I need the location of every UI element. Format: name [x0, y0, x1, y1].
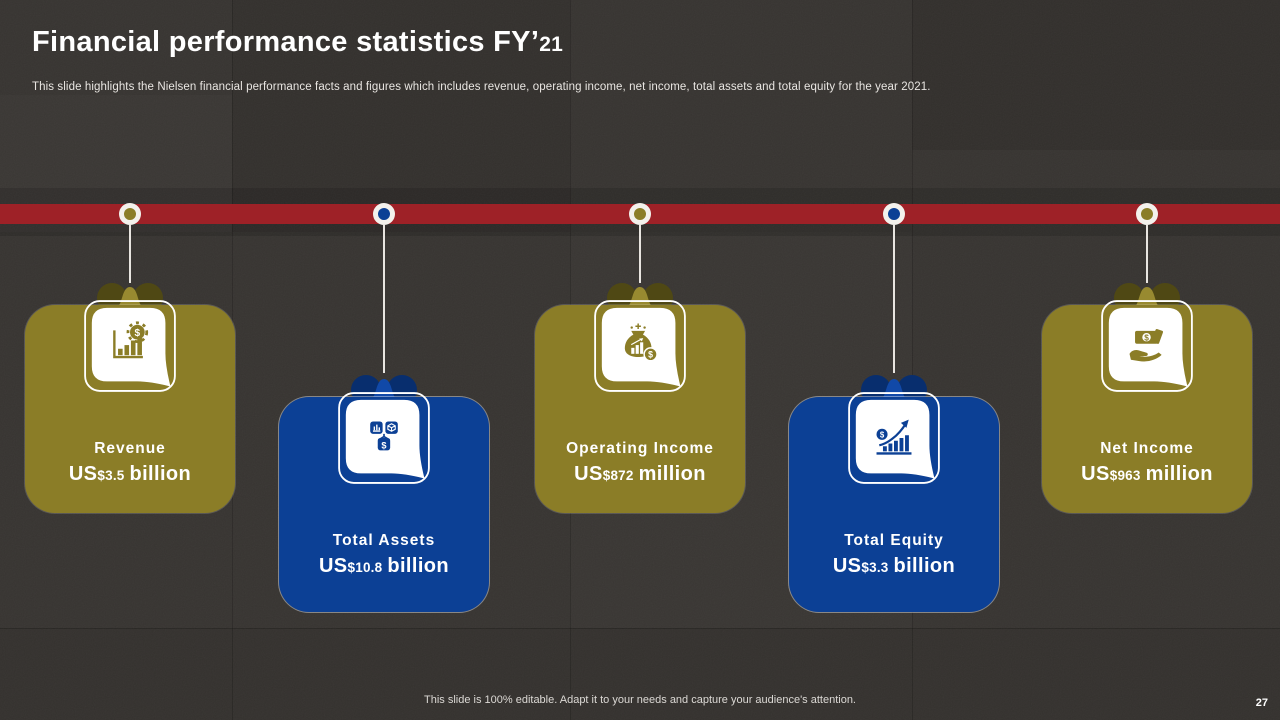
stat-value: US$963 million — [1037, 463, 1257, 486]
timeline-marker — [883, 203, 905, 225]
stat-value: US$3.3 billion — [784, 555, 1004, 578]
marker-dot — [888, 208, 900, 220]
timeline-marker — [629, 203, 651, 225]
value-amount: $10.8 — [347, 560, 383, 575]
timeline-marker — [373, 203, 395, 225]
marker-dot — [378, 208, 390, 220]
stat-column-net-income: $ Net Income US$963 million — [1037, 0, 1257, 720]
connector-line — [1146, 225, 1148, 283]
stat-value: US$10.8 billion — [274, 555, 494, 578]
stat-texts: Total Equity US$3.3 billion — [784, 532, 1004, 578]
timeline-marker — [119, 203, 141, 225]
stat-texts: Net Income US$963 million — [1037, 440, 1257, 486]
value-unit: billion — [893, 555, 956, 577]
stat-texts: Operating Income US$872 million — [530, 440, 750, 486]
stat-texts: Total Assets US$10.8 billion — [274, 532, 494, 578]
connector-line — [383, 225, 385, 373]
stat-value: US$872 million — [530, 463, 750, 486]
marker-dot — [124, 208, 136, 220]
stat-label: Total Equity — [844, 532, 944, 549]
stat-column-total-equity: $ Total Equity US$3.3 billion — [784, 0, 1004, 720]
stat-column-revenue: $ Revenue US$3.5 billion — [20, 0, 240, 720]
value-amount: $963 — [1109, 468, 1141, 483]
title-text: Financial performance statistics FY’ — [32, 26, 540, 58]
value-unit: billion — [387, 555, 450, 577]
value-prefix: US — [832, 555, 862, 577]
connector-line — [893, 225, 895, 373]
stat-value: US$3.5 billion — [20, 463, 240, 486]
connector-line — [129, 225, 131, 283]
stat-label: Operating Income — [566, 440, 714, 457]
stat-texts: Revenue US$3.5 billion — [20, 440, 240, 486]
icon-badge: $ — [338, 392, 430, 484]
icon-badge: $ — [848, 392, 940, 484]
svg-text:$: $ — [381, 440, 386, 450]
value-prefix: US — [318, 555, 348, 577]
value-amount: $3.3 — [861, 560, 889, 575]
stat-label: Total Assets — [332, 532, 436, 549]
value-unit: million — [638, 463, 706, 485]
value-prefix: US — [574, 463, 603, 485]
timeline-marker — [1136, 203, 1158, 225]
value-prefix: US — [68, 463, 98, 485]
footer-note: This slide is 100% editable. Adapt it to… — [424, 694, 856, 706]
value-unit: million — [1145, 463, 1213, 485]
stat-label: Net Income — [1100, 440, 1194, 457]
icon-badge: $ — [594, 300, 686, 392]
icon-badge: $ — [1101, 300, 1193, 392]
svg-text:$: $ — [880, 431, 885, 440]
svg-text:$: $ — [135, 328, 141, 339]
marker-dot — [1141, 208, 1153, 220]
title-year: 21 — [539, 33, 564, 56]
value-prefix: US — [1081, 463, 1110, 485]
slide-subtitle: This slide highlights the Nielsen financ… — [32, 81, 931, 93]
svg-text:$: $ — [648, 350, 653, 360]
value-unit: billion — [129, 463, 192, 485]
stat-column-operating-income: $ Operating Income US$872 million — [530, 0, 750, 720]
stat-label: Revenue — [94, 440, 166, 457]
page-number: 27 — [1255, 697, 1268, 709]
value-amount: $3.5 — [97, 468, 125, 483]
value-amount: $872 — [602, 468, 634, 483]
svg-text:$: $ — [1144, 333, 1149, 342]
connector-line — [639, 225, 641, 283]
marker-dot — [634, 208, 646, 220]
page-title: Financial performance statistics FY’21 — [32, 26, 563, 59]
stat-column-total-assets: $ Total Assets US$10.8 billion — [274, 0, 494, 720]
icon-badge: $ — [84, 300, 176, 392]
